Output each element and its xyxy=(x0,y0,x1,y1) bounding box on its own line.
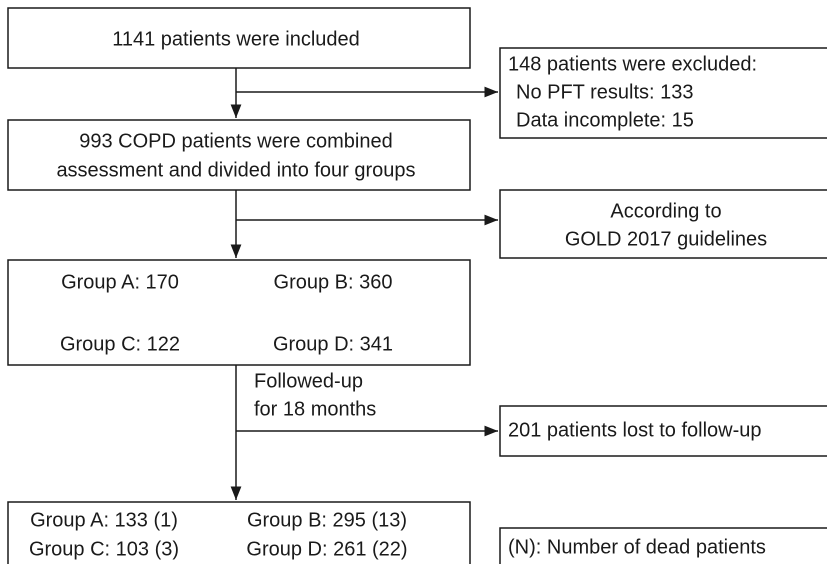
edge-label: Followed-up xyxy=(254,370,363,392)
node-text: Group C: 103 (3) xyxy=(29,538,179,560)
node-text: Data incomplete: 15 xyxy=(516,109,694,131)
box xyxy=(7,259,471,366)
node-text: 148 patients were excluded: xyxy=(508,53,757,75)
box xyxy=(7,119,471,191)
box xyxy=(499,47,827,139)
node-text: Group B: 295 (13) xyxy=(247,509,407,531)
node-text: GOLD 2017 guidelines xyxy=(565,228,767,250)
node-text: According to xyxy=(610,200,721,222)
node-text: Group A: 133 (1) xyxy=(30,509,178,531)
node-text: (N): Number of dead patients xyxy=(508,536,766,558)
node-text: 993 COPD patients were combined xyxy=(79,130,393,152)
node-text: Group B: 360 xyxy=(274,271,393,293)
node-text: 1141 patients were included xyxy=(112,28,360,50)
box xyxy=(7,501,471,564)
node-text: Group C: 122 xyxy=(60,333,180,355)
node-text: 201 patients lost to follow-up xyxy=(508,419,762,441)
node-text: Group A: 170 xyxy=(61,271,179,293)
edge-label: for 18 months xyxy=(254,398,376,420)
box xyxy=(499,527,827,564)
node-text: No PFT results: 133 xyxy=(516,81,693,103)
box xyxy=(499,189,827,259)
node-text: Group D: 261 (22) xyxy=(246,538,407,560)
node-text: Group D: 341 xyxy=(273,333,393,355)
box xyxy=(7,7,471,69)
node-text: assessment and divided into four groups xyxy=(56,159,415,181)
box xyxy=(499,405,827,457)
